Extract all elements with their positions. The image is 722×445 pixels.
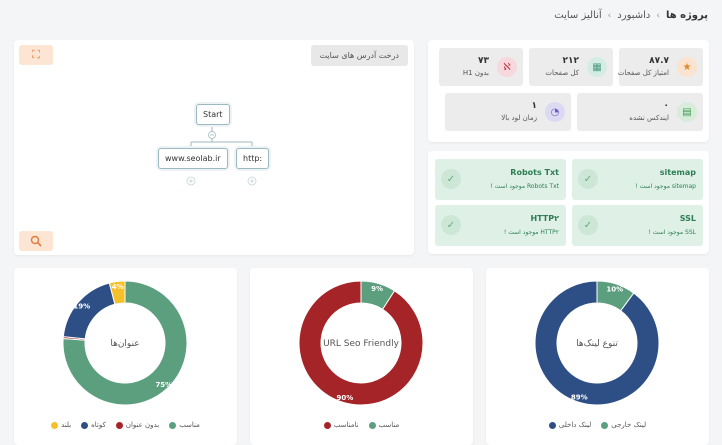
check-icon: ✓: [578, 169, 598, 189]
legend-item[interactable]: بلند: [51, 421, 71, 429]
check-sitemap: ✓ sitemap sitemap موجود است !: [572, 159, 703, 200]
document-icon: ▤: [677, 102, 697, 122]
links-donut-chart: 10% 89% تنوع لینک‌ها: [534, 280, 660, 406]
url-seo-chart-card: 9% 90% URL Seo Friendly مناسب نامناسب: [250, 268, 473, 445]
url-seo-legend: مناسب نامناسب: [250, 421, 473, 429]
legend-dot: [81, 421, 89, 429]
donut-slice[interactable]: [534, 280, 660, 406]
tree-node-seolab[interactable]: www.seolab.ir: [158, 148, 228, 169]
legend-item[interactable]: کوتاه: [81, 421, 106, 429]
legend-item[interactable]: بدون عنوان: [115, 421, 160, 429]
zoom-icon[interactable]: [19, 231, 53, 251]
breadcrumb-projects[interactable]: پروژه ها: [665, 10, 708, 21]
legend-item[interactable]: مناسب: [368, 421, 400, 429]
checks-card: ✓ sitemap sitemap موجود است ! ✓ Robots T…: [428, 151, 709, 254]
legend-label: بلند: [61, 421, 72, 429]
pages-icon: ▦: [587, 57, 607, 77]
stat-total-pages: ▦ ۲۱۲ کل صفحات: [529, 48, 613, 86]
links-legend: لینک خارجی لینک داخلی: [486, 421, 709, 429]
stat-not-indexed: ▤ ۰ ایندکس نشده: [577, 93, 703, 131]
chevron-left-icon: ‹: [607, 10, 612, 21]
stat-high-load-time: ◔ ۱ زمان لود بالا: [445, 93, 571, 131]
legend-label: لینک داخلی: [558, 421, 592, 429]
legend-dot: [548, 421, 556, 429]
donut-value-label: 4%: [112, 283, 124, 291]
legend-label: بدون عنوان: [125, 421, 160, 429]
legend-item[interactable]: لینک داخلی: [548, 421, 592, 429]
donut-value-label: 9%: [371, 285, 383, 293]
legend-dot: [323, 421, 331, 429]
breadcrumb-dashboard[interactable]: داشبورد: [617, 10, 651, 21]
check-robots: ✓ Robots Txt Robots Txt موجود است !: [435, 159, 566, 200]
check-icon: ✓: [578, 215, 598, 235]
breadcrumb: پروژه ها ‹ داشبورد ‹ آنالیز سایت: [554, 10, 708, 21]
donut-title: URL Seo Friendly: [323, 339, 400, 349]
check-icon: ✓: [441, 215, 461, 235]
legend-item[interactable]: نامناسب: [323, 421, 359, 429]
donut-value-label: 90%: [337, 394, 354, 402]
legend-item[interactable]: مناسب: [169, 421, 200, 429]
stat-total-score: ★ ۸۷.۷ امتیاز کل صفحات: [618, 48, 703, 86]
speed-icon: ◔: [545, 102, 565, 122]
tree-node-http[interactable]: http:: [236, 148, 270, 169]
legend-dot: [169, 421, 177, 429]
site-tree-button[interactable]: درخت آدرس های سایت: [310, 45, 408, 66]
url-seo-donut-chart: 9% 90% URL Seo Friendly: [298, 280, 424, 406]
titles-chart-card: 75% 19% 4% عنوان‌ها مناسب بدون عنوان کوتاه بلن…: [14, 268, 237, 445]
legend-dot: [51, 421, 59, 429]
no-heading-icon: ℵ: [497, 57, 517, 77]
check-icon: ✓: [441, 169, 461, 189]
donut-title: تنوع لینک‌ها: [576, 339, 618, 349]
legend-dot: [601, 421, 609, 429]
tree-connectors: [186, 126, 257, 186]
legend-label: کوتاه: [91, 421, 106, 429]
titles-donut-chart: 75% 19% 4% عنوان‌ها: [62, 280, 188, 406]
legend-label: لینک خارجی: [611, 421, 647, 429]
breadcrumb-site-analysis: آنالیز سایت: [554, 10, 602, 21]
check-ssl: ✓ SSL SSL موجود است !: [572, 205, 703, 246]
links-chart-card: 10% 89% تنوع لینک‌ها لینک خارجی لینک داخلی: [486, 268, 709, 445]
fullscreen-icon[interactable]: ⛶: [19, 45, 53, 65]
donut-value-label: 10%: [606, 285, 623, 293]
donut-title: عنوان‌ها: [110, 339, 139, 349]
donut-value-label: 89%: [571, 394, 588, 402]
legend-dot: [115, 421, 123, 429]
donut-slice[interactable]: [108, 280, 126, 305]
check-http2: ✓ HTTP۲ HTTP۲ موجود است !: [435, 205, 566, 246]
legend-item[interactable]: لینک خارجی: [601, 421, 646, 429]
legend-dot: [368, 421, 376, 429]
star-icon: ★: [677, 57, 697, 77]
tree-node-root[interactable]: Start: [196, 104, 230, 125]
donut-slice[interactable]: [298, 280, 424, 406]
donut-slice[interactable]: [62, 282, 116, 340]
stat-no-h1: ℵ ۷۳ بدون H1: [439, 48, 523, 86]
titles-legend: مناسب بدون عنوان کوتاه بلند: [14, 421, 237, 429]
legend-label: مناسب: [378, 421, 400, 429]
chevron-left-icon: ‹: [656, 10, 660, 21]
site-tree-card: درخت آدرس های سایت ⛶ Start www.seolab.ir…: [14, 40, 414, 255]
donut-slice[interactable]: [62, 280, 188, 406]
legend-label: مناسب: [179, 421, 200, 429]
stats-card: ★ ۸۷.۷ امتیاز کل صفحات ▦ ۲۱۲ کل صفحات ℵ …: [428, 40, 709, 142]
legend-label: نامناسب: [333, 421, 359, 429]
donut-value-label: 19%: [73, 302, 90, 310]
donut-value-label: 75%: [155, 381, 172, 389]
